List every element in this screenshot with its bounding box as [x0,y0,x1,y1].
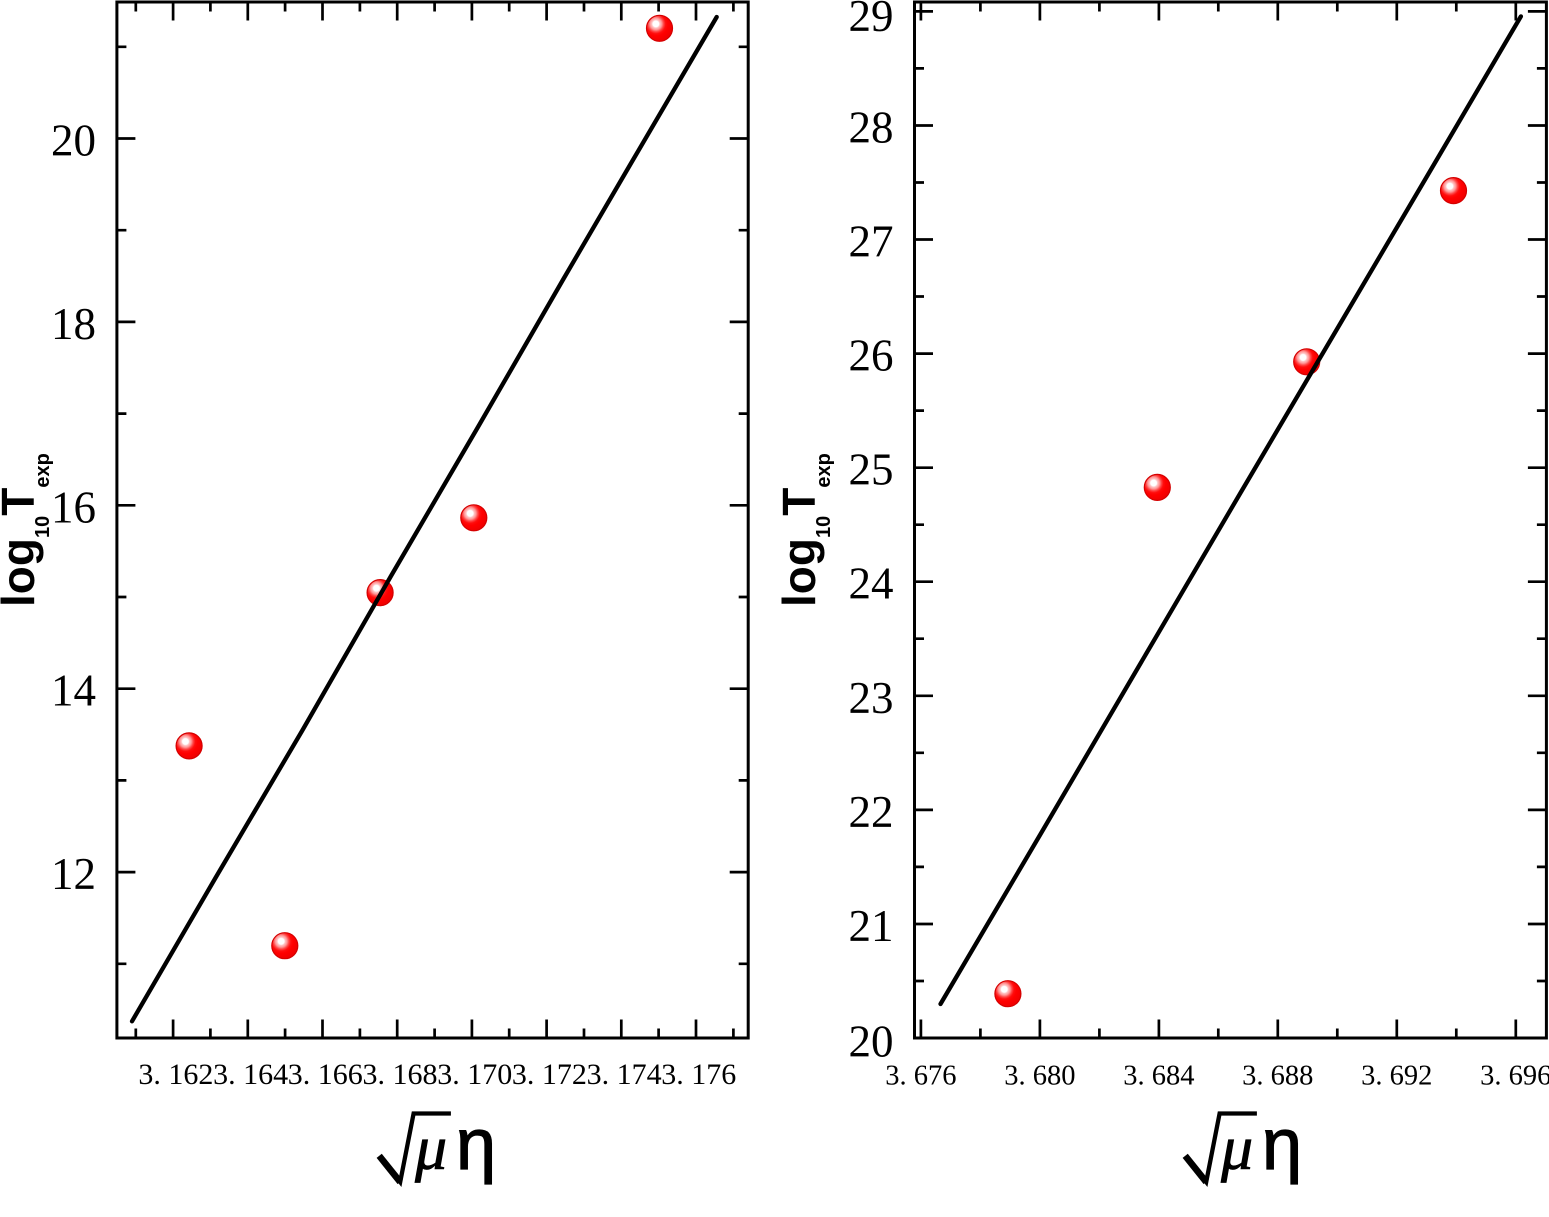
svg-text:η: η [456,1105,496,1185]
svg-text:3. 164: 3. 164 [213,1058,288,1091]
svg-text:3. 166: 3. 166 [288,1058,363,1091]
svg-text:3. 688: 3. 688 [1242,1061,1313,1092]
svg-text:μ: μ [1220,1112,1253,1183]
svg-text:3. 168: 3. 168 [363,1058,438,1091]
svg-text:3. 162: 3. 162 [138,1058,213,1091]
svg-text:24: 24 [849,559,894,609]
svg-text:η: η [1262,1105,1302,1185]
svg-text:26: 26 [849,331,894,381]
svg-text:16: 16 [51,482,96,532]
svg-text:3. 170: 3. 170 [437,1058,512,1091]
svg-text:29: 29 [849,0,894,41]
svg-text:12: 12 [51,849,96,899]
svg-text:25: 25 [849,445,894,495]
svg-text:3. 676: 3. 676 [885,1061,956,1092]
svg-text:20: 20 [849,1017,894,1067]
svg-text:22: 22 [849,787,894,837]
svg-text:21: 21 [849,901,894,951]
svg-text:20: 20 [51,116,96,166]
svg-text:18: 18 [51,299,96,349]
svg-text:3. 176: 3. 176 [661,1058,736,1091]
svg-text:3. 680: 3. 680 [1004,1061,1075,1092]
svg-text:23: 23 [849,673,894,723]
svg-text:14: 14 [51,666,96,716]
svg-text:28: 28 [849,103,894,153]
svg-text:3. 174: 3. 174 [587,1058,662,1091]
svg-text:3. 684: 3. 684 [1123,1061,1194,1092]
svg-text:3. 172: 3. 172 [512,1058,587,1091]
svg-text:3. 696: 3. 696 [1480,1061,1549,1092]
svg-text:3. 692: 3. 692 [1361,1061,1432,1092]
svg-text:μ: μ [414,1112,447,1183]
svg-text:27: 27 [849,217,894,267]
